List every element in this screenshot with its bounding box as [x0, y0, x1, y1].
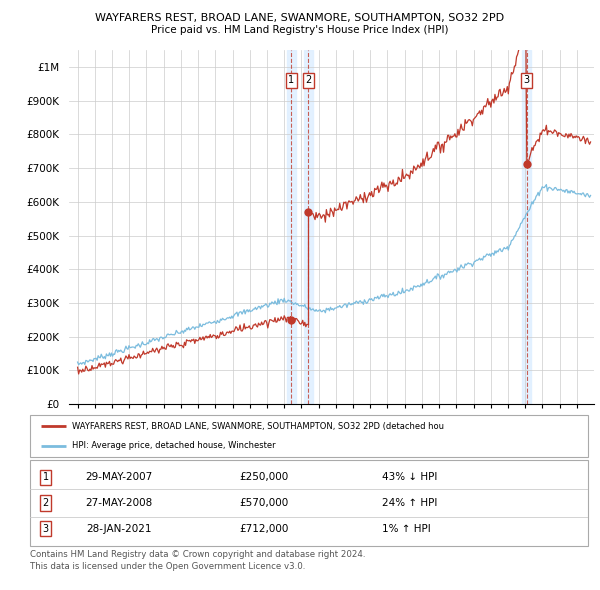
Text: 1% ↑ HPI: 1% ↑ HPI [382, 524, 430, 533]
Text: 27-MAY-2008: 27-MAY-2008 [86, 498, 153, 508]
Text: 1: 1 [288, 76, 294, 86]
Text: 3: 3 [43, 524, 49, 533]
Text: 1: 1 [43, 473, 49, 482]
Text: WAYFARERS REST, BROAD LANE, SWANMORE, SOUTHAMPTON, SO32 2PD: WAYFARERS REST, BROAD LANE, SWANMORE, SO… [95, 13, 505, 23]
Text: 43% ↓ HPI: 43% ↓ HPI [382, 473, 437, 482]
Text: £712,000: £712,000 [239, 524, 289, 533]
Text: This data is licensed under the Open Government Licence v3.0.: This data is licensed under the Open Gov… [30, 562, 305, 571]
Text: WAYFARERS REST, BROAD LANE, SWANMORE, SOUTHAMPTON, SO32 2PD (detached hou: WAYFARERS REST, BROAD LANE, SWANMORE, SO… [72, 422, 444, 431]
Text: 3: 3 [523, 76, 530, 86]
Bar [304, 50, 313, 404]
Text: £570,000: £570,000 [240, 498, 289, 508]
Text: 24% ↑ HPI: 24% ↑ HPI [382, 498, 437, 508]
Bar [287, 50, 296, 404]
Text: Price paid vs. HM Land Registry's House Price Index (HPI): Price paid vs. HM Land Registry's House … [151, 25, 449, 35]
Text: 29-MAY-2007: 29-MAY-2007 [86, 473, 153, 482]
Text: HPI: Average price, detached house, Winchester: HPI: Average price, detached house, Winc… [72, 441, 275, 450]
Text: 2: 2 [305, 76, 311, 86]
Text: Contains HM Land Registry data © Crown copyright and database right 2024.: Contains HM Land Registry data © Crown c… [30, 550, 365, 559]
Text: 2: 2 [43, 498, 49, 508]
Text: £250,000: £250,000 [240, 473, 289, 482]
Text: 28-JAN-2021: 28-JAN-2021 [86, 524, 152, 533]
Bar [522, 50, 531, 404]
